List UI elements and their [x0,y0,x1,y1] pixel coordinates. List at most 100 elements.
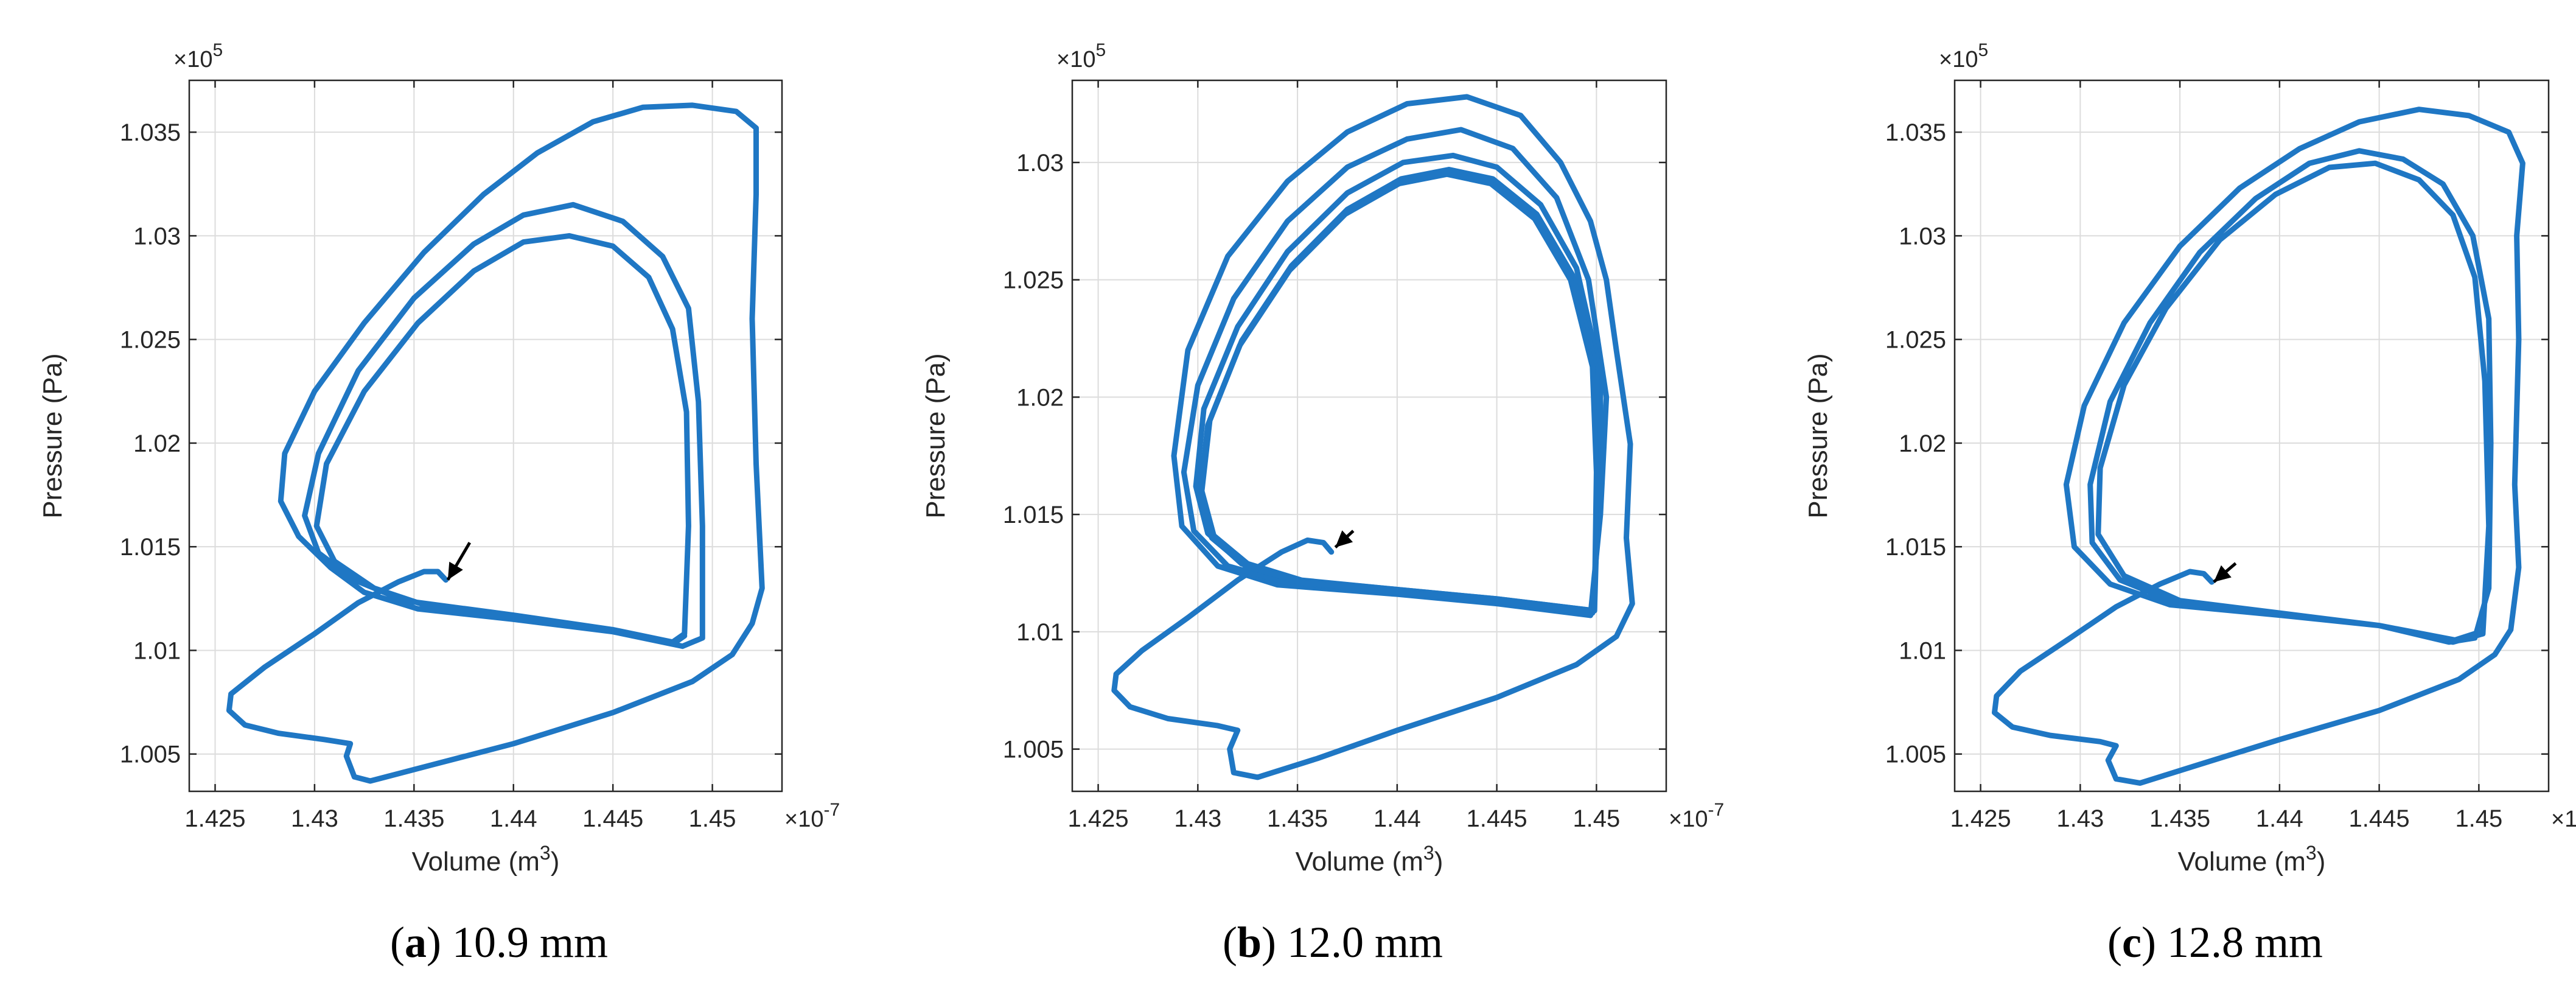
panel-caption: (b) 12.0 mm [1223,918,1443,967]
y-tick-label: 1.03 [133,223,181,250]
y-tick-label: 1.015 [1885,534,1946,561]
caption-open-paren: ( [1223,918,1237,967]
x-axis-label: Volume (m3) [412,842,560,877]
y-axis-label: Pressure (Pa) [1803,353,1833,518]
y-tick-label: 1.035 [1885,119,1946,146]
y-multiplier-exp: 5 [212,40,223,60]
plot-area [1072,80,1666,791]
y-tick-label: 1.005 [1885,741,1946,768]
x-axis-label-end: ) [551,847,560,877]
x-axis-label-text: Volume (m [1296,847,1423,877]
x-tick-label: 1.435 [2149,805,2210,832]
arrow-head [1335,530,1353,548]
panel-caption: (c) 12.8 mm [2107,918,2323,967]
caption-letter: b [1237,918,1262,967]
start-arrow-annotation [1334,530,1355,548]
y-tick-label: 1.025 [1003,267,1064,294]
y-multiplier-base: ×10 [173,47,212,72]
y-tick-label: 1.01 [1016,619,1064,646]
y-axis-label: Pressure (Pa) [921,353,951,518]
caption-open-paren: ( [390,918,405,967]
caption-open-paren: ( [2107,918,2122,967]
x-tick-label: 1.445 [1467,805,1527,832]
chart-panel-a: 1.425 1.43 1.435 1.44 1.445 1.45 1.005 1.01 1.01… [38,40,840,967]
panel-caption: (a) 10.9 mm [390,918,608,967]
y-tick-label: 1.03 [1899,223,1946,250]
x-tick-label: 1.435 [383,805,444,832]
y-tick-label: 1.01 [133,637,181,664]
y-tick-label: 1.02 [1016,384,1064,411]
x-tick-label: 1.44 [1374,805,1421,832]
x-multiplier-exp: -7 [823,800,840,820]
y-multiplier-exp: 5 [1978,40,1988,60]
x-multiplier: ×10-7 [784,800,840,832]
caption-text: 12.8 mm [2156,918,2323,967]
y-tick-label: 1.02 [1899,430,1946,457]
x-multiplier-base: ×10 [1669,807,1708,832]
caption-letter: a [405,918,427,967]
caption-close-paren: ) [2141,918,2156,967]
y-multiplier-exp: 5 [1095,40,1106,60]
y-tick-label: 1.005 [1003,737,1064,763]
y-tick-label: 1.015 [120,534,181,561]
x-multiplier: ×10-7 [1669,800,1724,832]
plot-area [1955,80,2549,791]
x-tick-label: 1.445 [582,805,643,832]
arrow-head [447,561,463,580]
y-tick-label: 1.01 [1899,637,1946,664]
y-axis-label: Pressure (Pa) [38,353,68,518]
x-axis-label-sup: 3 [1423,842,1434,864]
caption-text: 10.9 mm [441,918,608,967]
x-tick-label: 1.45 [2455,805,2502,832]
x-multiplier-base: ×10 [2551,807,2576,832]
x-tick-label: 1.43 [2056,805,2104,832]
x-tick-label: 1.445 [2349,805,2410,832]
caption-letter: c [2122,918,2141,967]
pv-trajectory-line [1992,107,2525,786]
x-tick-label: 1.425 [1068,805,1129,832]
x-axis-label-sup: 3 [2306,842,2317,864]
x-multiplier-exp: -7 [1708,800,1724,820]
y-tick-label: 1.005 [120,741,181,768]
x-tick-label: 1.43 [1174,805,1221,832]
x-tick-label: 1.435 [1267,805,1328,832]
start-arrow-annotation [446,542,472,581]
arrow-head [2213,565,2232,583]
start-arrow-annotation [2213,562,2237,583]
y-multiplier-base: ×10 [1056,47,1095,72]
x-tick-label: 1.45 [1572,805,1620,832]
x-multiplier: ×10-7 [2551,800,2576,832]
x-axis-label-end: ) [1434,847,1443,877]
x-tick-label: 1.425 [184,805,245,832]
axes-frame [188,79,783,793]
x-axis-label-end: ) [2317,847,2326,877]
y-tick-label: 1.02 [133,430,181,457]
chart-panel-b: 1.425 1.43 1.435 1.44 1.445 1.45 1.005 1.01 1.01… [921,40,1724,967]
x-axis-label-text: Volume (m [2178,847,2306,877]
y-tick-label: 1.035 [120,119,181,146]
pv-trajectory-line [1111,94,1635,780]
x-axis-label-sup: 3 [540,842,551,864]
y-multiplier: ×105 [173,40,223,72]
y-tick-label: 1.025 [1885,327,1946,354]
x-tick-label: 1.43 [291,805,338,832]
x-multiplier-base: ×10 [784,807,823,832]
y-tick-label: 1.015 [1003,502,1064,528]
x-tick-label: 1.45 [689,805,736,832]
chart-panel-c: 1.425 1.43 1.435 1.44 1.445 1.45 1.005 1.01 1.01… [1803,40,2576,967]
x-axis-label: Volume (m3) [2178,842,2326,877]
y-tick-label: 1.03 [1016,150,1064,177]
pv-trajectory-line [226,102,765,784]
x-tick-label: 1.425 [1950,805,2011,832]
x-tick-label: 1.44 [490,805,537,832]
x-axis-label: Volume (m3) [1296,842,1443,877]
y-multiplier: ×105 [1939,40,1988,72]
x-tick-label: 1.44 [2256,805,2303,832]
caption-close-paren: ) [427,918,441,967]
plot-area [189,80,782,791]
caption-text: 12.0 mm [1276,918,1443,967]
y-tick-label: 1.025 [120,327,181,354]
pv-trajectory-line [1197,171,1599,614]
y-multiplier: ×105 [1056,40,1106,72]
x-axis-label-text: Volume (m [412,847,540,877]
